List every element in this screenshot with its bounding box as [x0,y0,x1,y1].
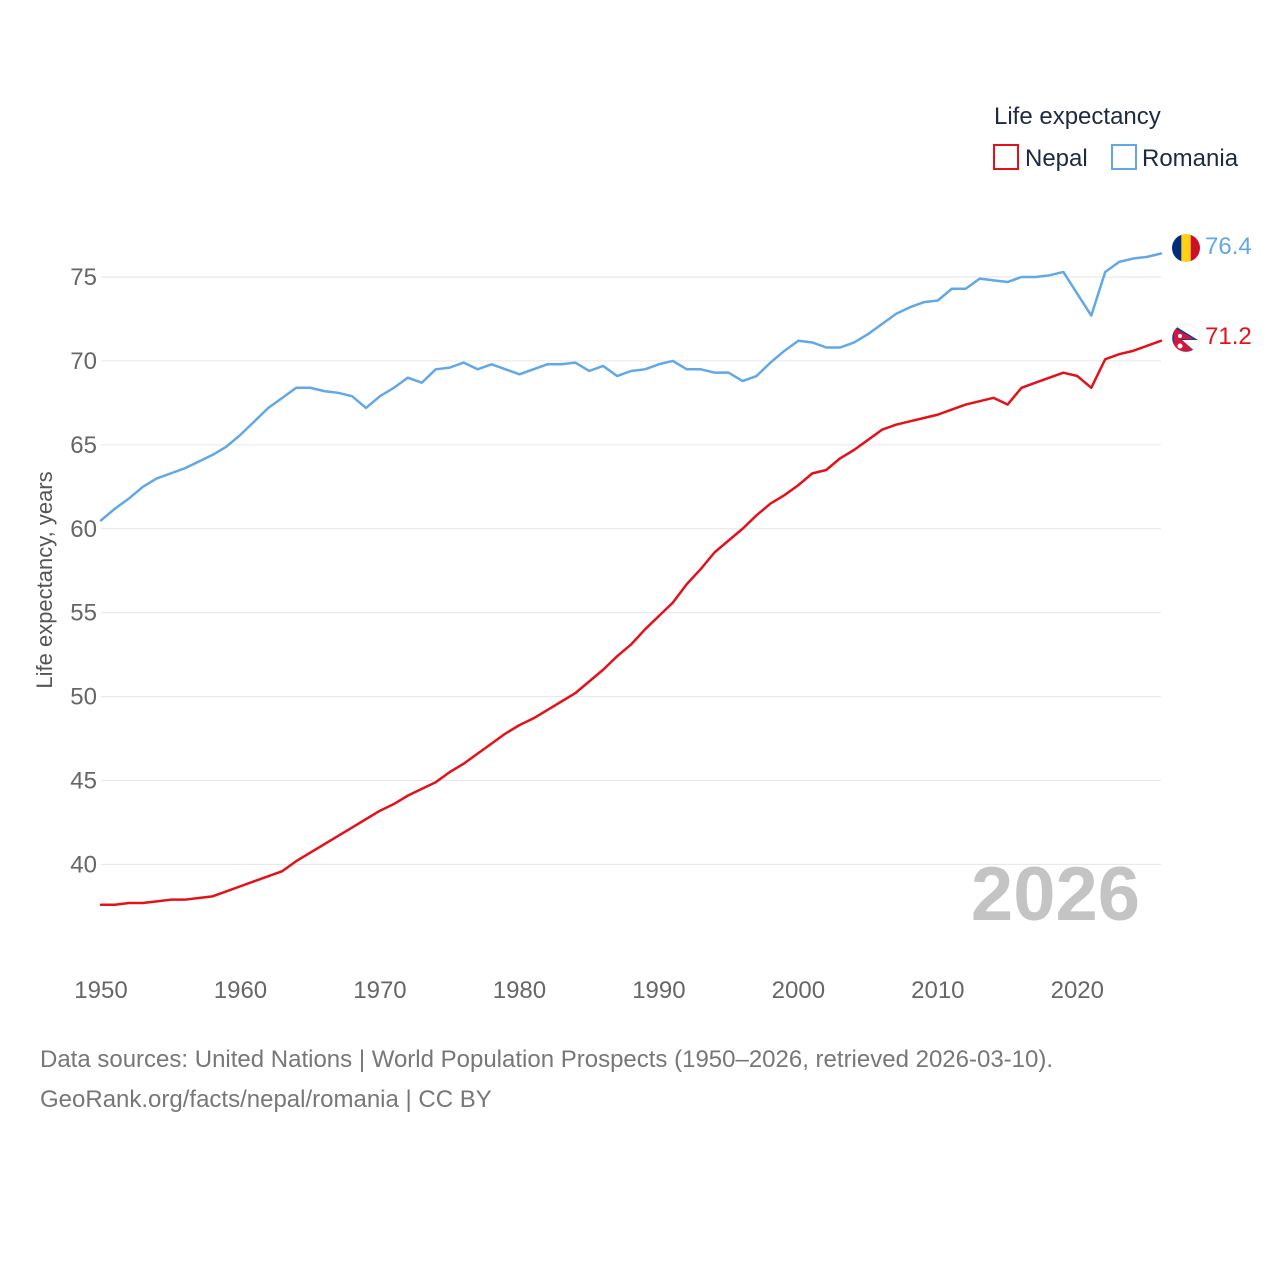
x-tick-label: 2010 [911,977,964,1004]
series-line-romania[interactable] [99,252,1163,522]
source-line-1: Data sources: United Nations | World Pop… [40,1046,1054,1073]
legend-label-nepal[interactable]: Nepal [1025,145,1088,172]
data-source-note: Data sources: United Nations | World Pop… [40,1040,1240,1120]
x-axis-ticks: 1950 1960 1970 1980 1990 2000 2010 2020 [74,977,1104,1004]
x-tick-label: 1970 [353,977,406,1004]
legend-swatch-romania[interactable] [1111,144,1137,170]
y-tick-label: 50 [70,684,97,711]
gridlines [101,276,1161,865]
legend-title: Life expectancy [994,103,1161,130]
x-tick-label: 1960 [214,977,267,1004]
y-tick-label: 70 [70,348,97,375]
y-tick-label: 40 [70,851,97,878]
y-axis-ticks: 40 45 50 55 60 65 70 75 [70,264,97,878]
y-tick-label: 75 [70,264,97,291]
end-label-romania: 76.4 [1205,233,1252,260]
year-watermark: 2026 [971,852,1140,937]
series-line-nepal[interactable] [99,339,1163,906]
x-tick-label: 1990 [632,977,685,1004]
x-tick-label: 2000 [772,977,825,1004]
source-line-2[interactable]: GeoRank.org/facts/nepal/romania | CC BY [40,1086,492,1113]
x-tick-label: 1980 [493,977,546,1004]
y-tick-label: 55 [70,600,97,627]
y-axis-title: Life expectancy, years [32,471,57,688]
x-tick-label: 1950 [74,977,127,1004]
x-tick-label: 2020 [1051,977,1104,1004]
y-tick-label: 60 [70,516,97,543]
nepal-flag-icon [1171,323,1201,353]
y-tick-label: 65 [70,432,97,459]
legend-swatch-nepal[interactable] [993,144,1019,170]
legend-label-romania[interactable]: Romania [1142,145,1239,172]
romania-flag-icon [1172,234,1200,262]
end-label-nepal: 71.2 [1205,323,1252,350]
y-tick-label: 45 [70,768,97,795]
series-lines [99,252,1163,906]
